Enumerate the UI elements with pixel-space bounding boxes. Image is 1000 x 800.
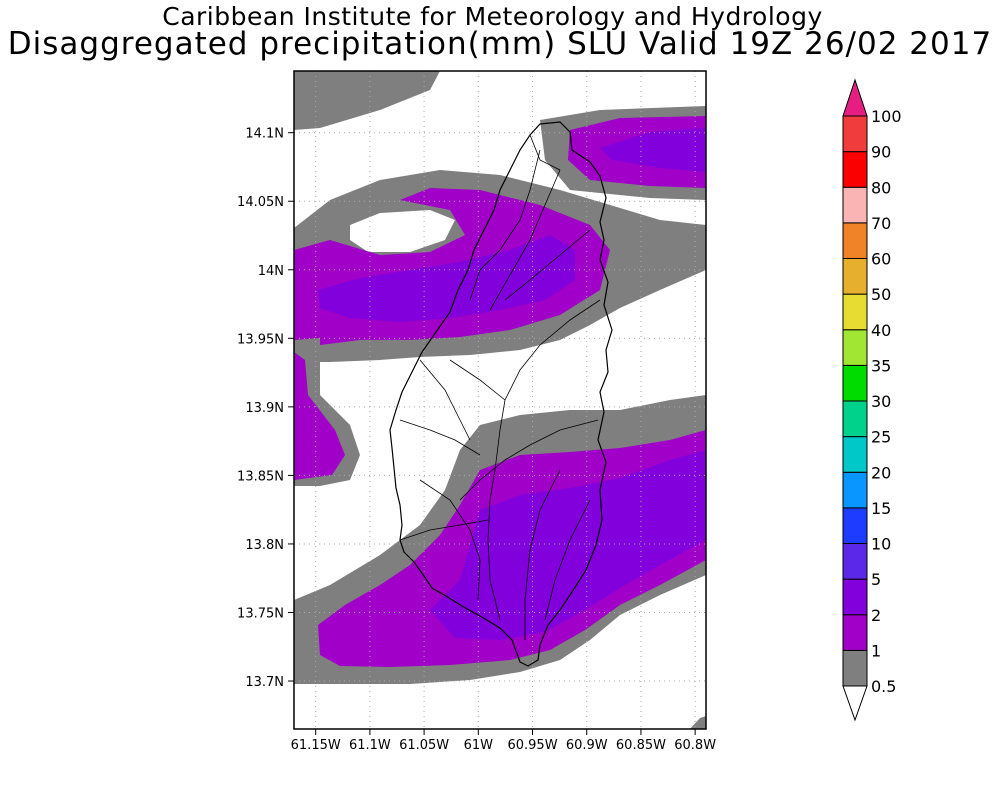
colorbar-swatch (842, 649, 868, 687)
grey-band-top (294, 71, 440, 130)
lon-tick-label: 61W (464, 738, 494, 753)
lon-tick-label: 60.9W (566, 738, 608, 753)
colorbar-swatch (842, 614, 868, 651)
colorbar-swatch (842, 329, 868, 366)
colorbar-label: 50 (871, 285, 891, 304)
river (544, 499, 591, 621)
lon-tick-label: 60.8W (674, 738, 716, 753)
river (419, 479, 481, 601)
lat-tick-label: 14N (258, 264, 284, 279)
lat-tick-label: 14.1N (245, 127, 284, 142)
map-axes: 61.15W 61.1W 61.05W 61W 60.95W 60.9W 60.85W 60.… (237, 127, 716, 753)
colorbar-swatch (842, 400, 868, 438)
colorbar-label: 20 (871, 463, 891, 482)
river (529, 134, 561, 171)
purple-band-west (294, 352, 345, 480)
colorbar-label: 2 (871, 606, 881, 625)
lon-tick-label: 61.05W (399, 738, 449, 753)
colorbar-swatch (842, 471, 868, 509)
violet-core-northeast (600, 128, 706, 172)
river (489, 169, 561, 311)
river (459, 419, 599, 501)
lat-tick-label: 13.9N (245, 401, 284, 416)
lat-tick-label: 13.85N (237, 469, 284, 484)
colorbar-label: 80 (871, 178, 891, 197)
colorbar-swatch (842, 115, 868, 153)
lon-tick-label: 61.15W (291, 738, 341, 753)
river-network (399, 134, 601, 640)
lat-tick-label: 13.95N (237, 332, 284, 347)
colorbar-label: 0.5 (871, 677, 896, 696)
chart-title: Caribbean Institute for Meteorology and … (162, 2, 823, 31)
colorbar-label: 90 (871, 143, 891, 162)
colorbar-swatch (842, 186, 868, 224)
colorbar-swatch (842, 436, 868, 473)
lon-tick-label: 61.1W (349, 738, 391, 753)
lat-tick-label: 14.05N (237, 195, 284, 210)
colorbar-label: 100 (871, 107, 902, 126)
colorbar-label: 25 (871, 428, 891, 447)
colorbar-swatch (842, 364, 868, 402)
river (524, 469, 561, 640)
colorbar-label: 10 (871, 535, 891, 554)
colorbar-swatch (842, 222, 868, 259)
white-gap-northwest (350, 210, 455, 252)
river (469, 149, 541, 301)
river (449, 359, 506, 401)
lon-tick-label: 60.85W (616, 738, 666, 753)
grey-band-southeast (690, 716, 706, 729)
colorbar-swatch (842, 293, 868, 331)
colorbar-label: 35 (871, 356, 891, 375)
colorbar-under-triangle (842, 685, 868, 722)
lat-tick-label: 13.7N (245, 675, 284, 690)
colorbar-swatch (842, 507, 868, 544)
colorbar-label: 15 (871, 499, 891, 518)
colorbar-over-triangle (842, 78, 868, 117)
colorbar-swatch (842, 543, 868, 580)
river (499, 299, 601, 431)
lat-tick-label: 13.8N (245, 538, 284, 553)
river (399, 419, 481, 456)
colorbar-label: 40 (871, 321, 891, 340)
colorbar-label: 60 (871, 250, 891, 269)
coastline (389, 121, 613, 667)
river (487, 429, 501, 621)
lat-tick-label: 13.75N (237, 606, 284, 621)
river (504, 229, 591, 301)
colorbar-swatch (842, 258, 868, 295)
colorbar-swatch (842, 578, 868, 616)
map-gridlines (294, 71, 706, 729)
map-frame (293, 70, 707, 730)
chart-subtitle: Disaggregated precipitation(mm) SLU Vali… (7, 26, 993, 62)
island-outline (389, 121, 613, 667)
colorbar-label: 1 (871, 641, 881, 660)
lon-tick-label: 60.95W (507, 738, 557, 753)
violet-core-north (318, 235, 575, 322)
precipitation-field (294, 71, 706, 729)
river (419, 359, 471, 441)
river (399, 519, 489, 541)
colorbar-label: 30 (871, 392, 891, 411)
colorbar-label: 5 (871, 570, 881, 589)
colorbar-label: 70 (871, 214, 891, 233)
colorbar-swatch (842, 151, 868, 188)
